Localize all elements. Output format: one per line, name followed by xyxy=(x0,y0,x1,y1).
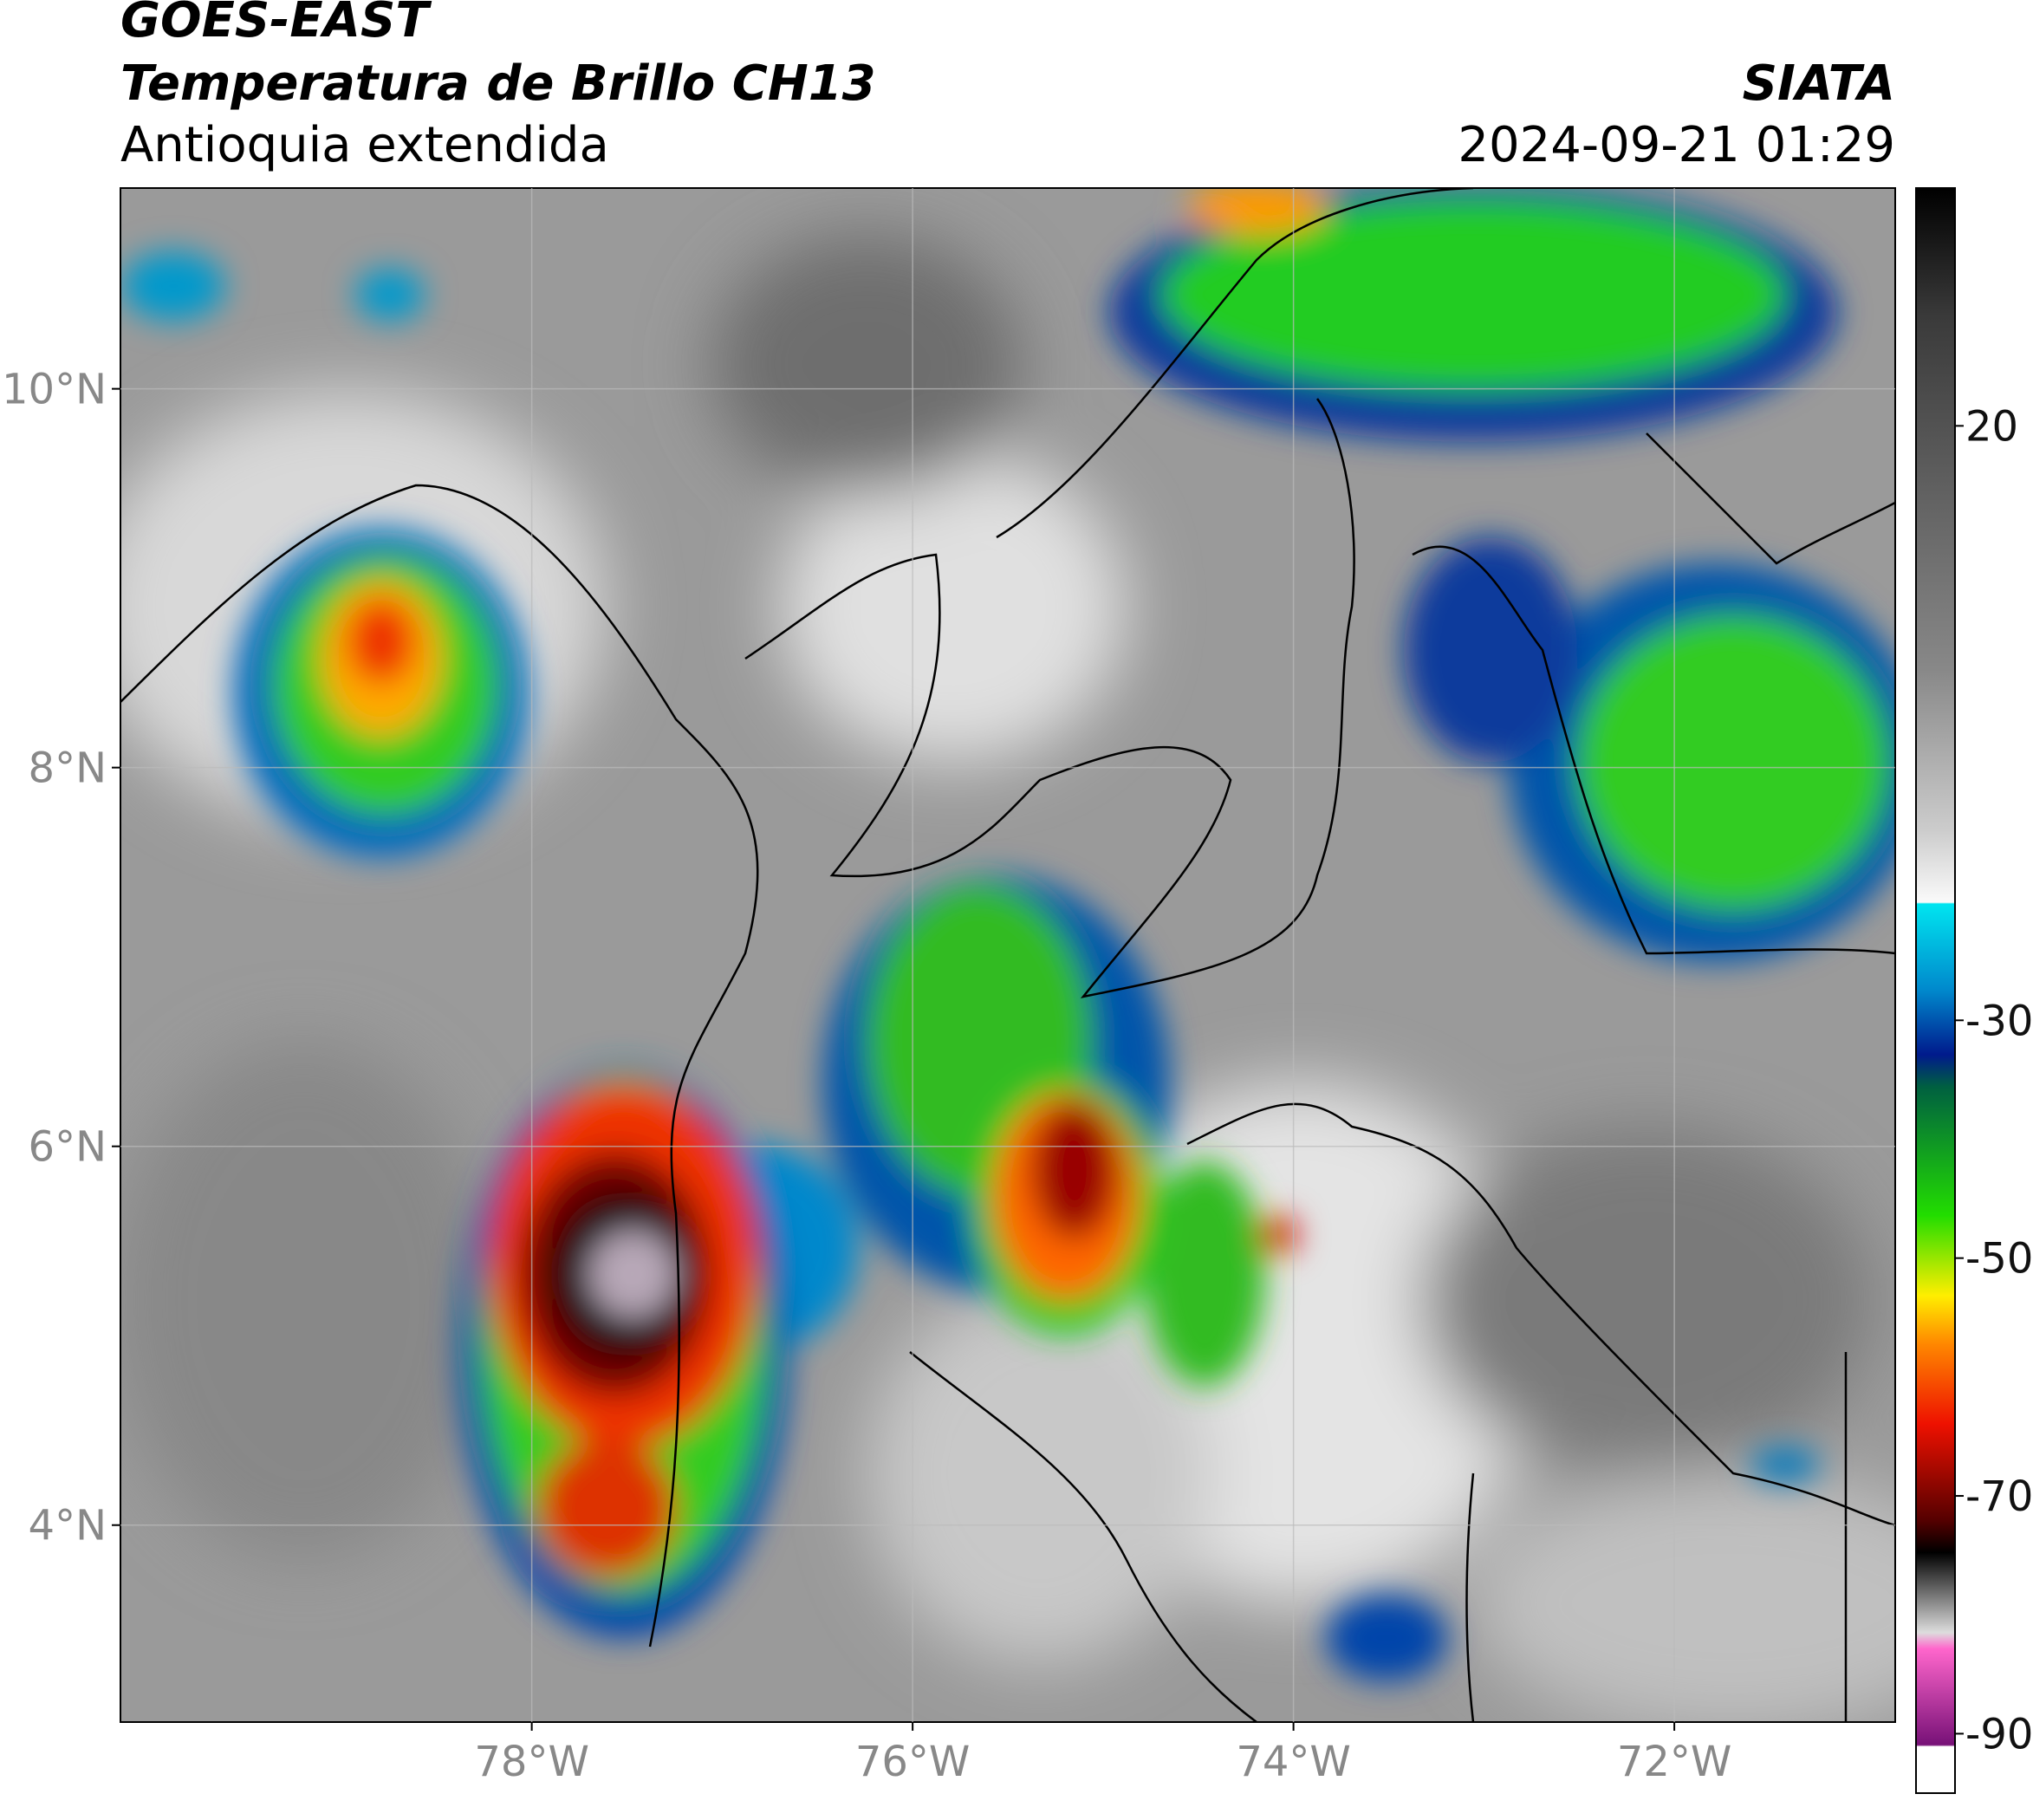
y-tick-label: 10°N xyxy=(2,366,107,414)
y-tick-label: 4°N xyxy=(29,1502,107,1550)
y-tick-label: 8°N xyxy=(29,744,107,793)
colorbar-tick-label: -90 xyxy=(1965,1710,2033,1758)
x-tick-label: 76°W xyxy=(855,1738,971,1786)
colorbar-tick-label: -70 xyxy=(1965,1472,2033,1521)
colorbar-tick-label: 20 xyxy=(1965,402,2018,451)
colorbar xyxy=(1915,187,1956,1794)
region: Antioquia extendida xyxy=(120,117,609,173)
datetime: 2024-09-21 01:29 xyxy=(1458,117,1895,173)
x-tick-label: 72°W xyxy=(1617,1738,1732,1786)
x-tick-label: 74°W xyxy=(1236,1738,1351,1786)
colorbar-tick-label: -30 xyxy=(1965,997,2033,1045)
map-frame xyxy=(120,187,1896,1723)
source: SIATA xyxy=(1743,55,1895,112)
y-tick-label: 6°N xyxy=(29,1123,107,1172)
subtitle: Temperatura de Brillo CH13 xyxy=(120,55,876,112)
colorbar-tick-label: -50 xyxy=(1965,1235,2033,1284)
title: GOES-EAST xyxy=(120,0,432,49)
satellite-image xyxy=(120,188,1895,1722)
x-tick-label: 78°W xyxy=(474,1738,589,1786)
